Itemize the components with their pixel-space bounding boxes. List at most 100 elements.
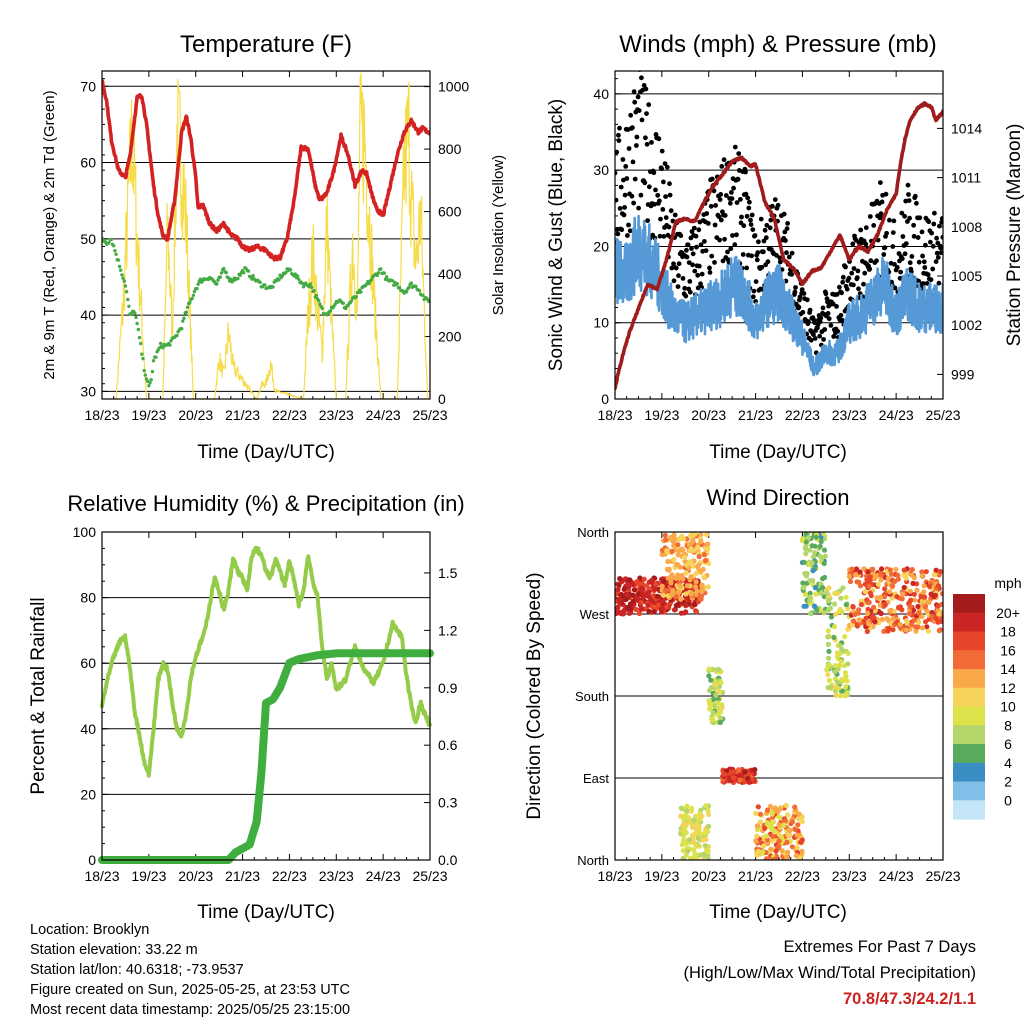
direction-point [865,621,872,627]
x-tick-label: 20/23 [691,407,726,423]
gust-point [655,192,661,198]
direction-point [679,842,686,848]
dewpoint-point [147,384,151,388]
direction-point [626,610,633,616]
gust-point [838,312,844,318]
dewpoint-point [113,249,117,253]
direction-point [907,604,914,610]
direction-point [863,615,869,621]
direction-point [919,613,925,620]
direction-point [833,692,839,699]
gust-point [621,212,627,218]
gust-point [839,317,845,323]
direction-point [690,548,697,554]
direction-point [872,575,878,582]
y-tick-label: West [580,607,610,622]
dewpoint-point [312,289,316,293]
direction-point [680,547,686,553]
gust-point [732,144,738,150]
direction-point [911,591,918,597]
gust-point [731,185,736,191]
plot-frame [101,531,431,861]
latlon-text: Station lat/lon: 40.6318; -73.9537 [30,962,244,978]
temperature-ylabel-left: 2m & 9m T (Red, Orange) & 2m Td (Green) [41,90,58,379]
direction-point [693,579,699,585]
direction-point [881,594,888,600]
gust-point [831,334,837,339]
gust-point [690,251,696,257]
temperature-series [102,72,430,399]
direction-point [845,650,851,657]
direction-point [865,606,871,613]
direction-point [695,544,701,551]
direction-point [807,590,813,596]
colorbar-swatch [953,762,985,783]
dewpoint-point [376,271,381,275]
x-tick-label: 22/23 [272,868,307,884]
extremes-box: Extremes For Past 7 Days (High/Low/Max W… [683,934,976,1012]
gust-point [617,125,622,131]
gust-point [641,83,647,88]
gust-point [898,269,903,275]
y-tick-label: 20 [593,238,609,254]
gust-point [817,319,823,325]
dewpoint-point [150,369,155,374]
y-tick-label: 10 [593,315,609,331]
direction-point [690,563,696,569]
direction-point [890,583,896,589]
gust-point [890,244,896,249]
direction-point [783,854,790,860]
gust-point [851,266,857,271]
direction-point [825,628,831,634]
direction-point [769,838,775,844]
direction-point [882,602,888,608]
dewpoint-point [120,273,124,277]
direction-point [915,603,921,610]
gust-point [863,225,869,231]
direction-point [682,821,688,827]
direction-point [821,560,827,567]
direction-point [746,779,752,785]
gust-point [644,111,649,116]
gust-point [643,135,648,141]
gust-point [718,192,724,197]
direction-point [675,572,681,578]
direction-point [730,774,737,781]
direction-point [646,589,652,595]
gust-point [712,260,717,265]
gust-point [687,279,693,284]
gust-point [774,252,779,258]
direction-point [622,577,628,583]
gust-point [704,211,710,216]
dewpoint-point [224,270,228,275]
gust-point [744,213,750,219]
direction-point [620,593,626,599]
direction-point [906,611,913,617]
gust-point [851,282,856,288]
gust-point [800,309,806,315]
direction-point [669,574,675,580]
dewpoint-point [284,270,288,275]
direction-point [827,605,834,611]
plot-frame [614,70,944,400]
x-tick-label: 22/23 [272,407,307,423]
direction-point [908,622,915,628]
y-tick-label: 80 [80,590,96,606]
speed-colorbar: mph 20+ 18 16 14 12 10 8 6 4 2 0 [953,575,1022,820]
gust-point [721,157,727,163]
direction-point [894,594,900,600]
x-tick-label: 21/23 [738,407,773,423]
direction-point [779,848,785,854]
direction-point [928,591,934,597]
direction-point [835,652,841,658]
direction-point [710,709,716,716]
dewpoint-point [379,267,383,271]
direction-point [669,592,675,598]
dewpoint-point [375,273,379,278]
direction-point [866,583,872,590]
gust-point [667,181,672,187]
direction-point [893,566,899,573]
gust-point [734,232,739,238]
y2-tick-label: 1.2 [438,622,458,638]
direction-point [675,552,681,558]
